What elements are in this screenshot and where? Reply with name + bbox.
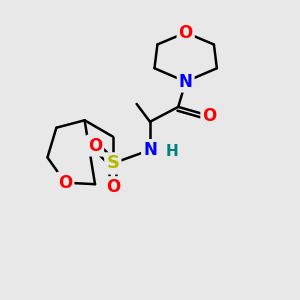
Text: N: N — [179, 73, 193, 91]
Text: O: O — [58, 174, 72, 192]
Text: S: S — [106, 154, 119, 172]
Text: O: O — [202, 107, 217, 125]
Text: O: O — [178, 24, 193, 42]
Text: H: H — [166, 144, 179, 159]
Text: N: N — [143, 141, 157, 159]
Text: O: O — [106, 178, 120, 196]
Text: O: O — [88, 136, 102, 154]
